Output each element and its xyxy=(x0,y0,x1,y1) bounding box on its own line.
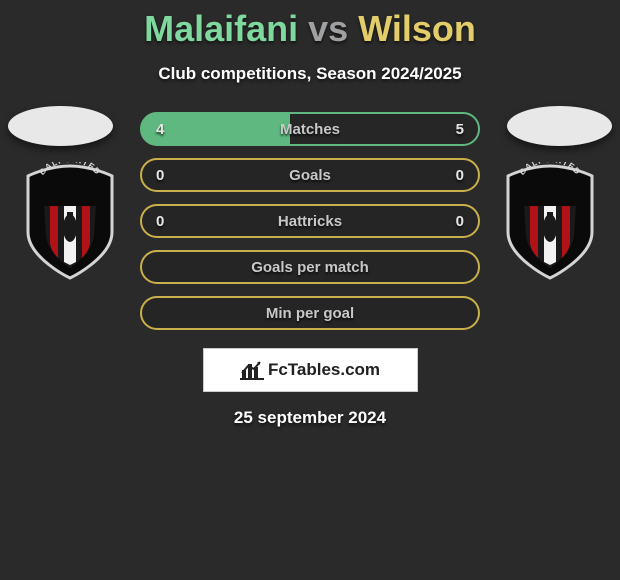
stat-label: Matches xyxy=(280,121,340,138)
stat-label: Goals per match xyxy=(251,259,369,276)
player2-club-badge: BALI UNITED xyxy=(500,162,600,282)
stat-value-right: 0 xyxy=(456,213,464,230)
player2-name: Wilson xyxy=(358,8,476,49)
bar-chart-icon xyxy=(240,360,264,380)
stat-rows: Matches 4 5 Goals 0 0 Hattricks 0 0 Goals per mat… xyxy=(140,112,480,330)
brand-box: FcTables.com xyxy=(203,348,418,392)
club-shield-icon: BALI UNITED xyxy=(20,162,120,282)
date-text: 25 september 2024 xyxy=(0,408,620,428)
stats-area: BALI UNITED BALI UNITED xyxy=(0,112,620,330)
stat-label: Goals xyxy=(289,167,331,184)
stat-value-right: 0 xyxy=(456,167,464,184)
stat-label: Hattricks xyxy=(278,213,342,230)
stat-value-left: 4 xyxy=(156,121,164,138)
page-title: Malaifani vs Wilson xyxy=(0,0,620,50)
vs-text: vs xyxy=(308,8,348,49)
stat-row: Matches 4 5 xyxy=(140,112,480,146)
player1-club-badge: BALI UNITED xyxy=(20,162,120,282)
stat-row: Min per goal xyxy=(140,296,480,330)
comparison-card: Malaifani vs Wilson Club competitions, S… xyxy=(0,0,620,580)
stat-value-left: 0 xyxy=(156,167,164,184)
stat-row: Hattricks 0 0 xyxy=(140,204,480,238)
stat-value-right: 5 xyxy=(456,121,464,138)
stat-row: Goals 0 0 xyxy=(140,158,480,192)
subtitle: Club competitions, Season 2024/2025 xyxy=(0,64,620,84)
player1-name: Malaifani xyxy=(144,8,298,49)
club-shield-icon: BALI UNITED xyxy=(500,162,600,282)
brand-text: FcTables.com xyxy=(268,360,380,380)
player1-head-silhouette xyxy=(8,106,113,146)
stat-value-left: 0 xyxy=(156,213,164,230)
stat-row: Goals per match xyxy=(140,250,480,284)
player2-head-silhouette xyxy=(507,106,612,146)
stat-label: Min per goal xyxy=(266,305,354,322)
